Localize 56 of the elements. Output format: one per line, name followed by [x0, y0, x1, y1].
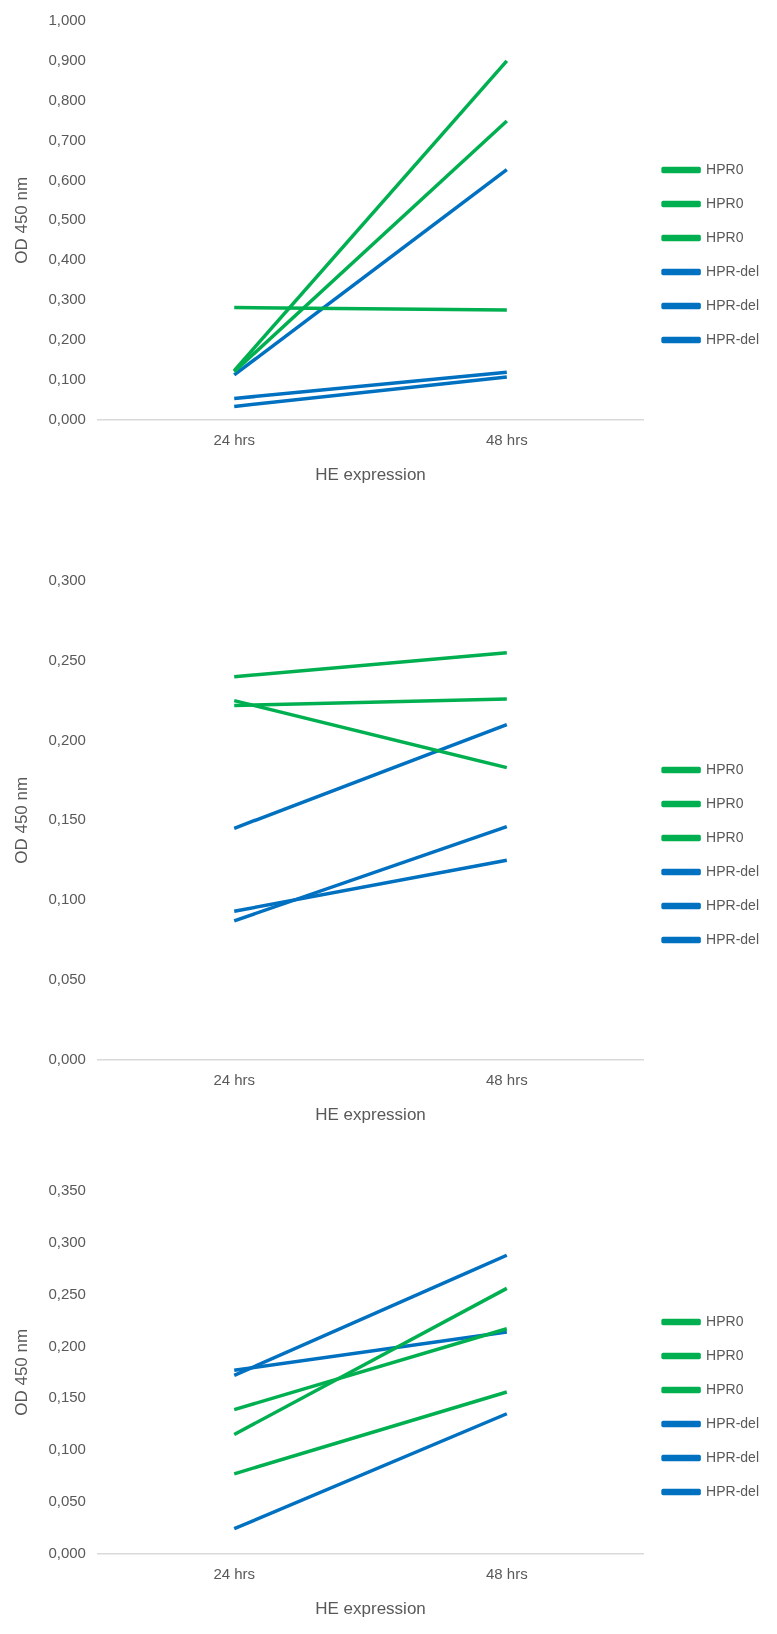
- y-tick-label: 0,100: [48, 369, 86, 387]
- y-tick-label: 0,400: [48, 250, 86, 268]
- y-tick-label: 0,700: [48, 130, 86, 148]
- y-tick-label: 0,200: [48, 330, 86, 348]
- y-tick-label: 0,200: [48, 730, 86, 748]
- y-tick-label: 0,150: [48, 1388, 86, 1406]
- y-tick-label: 0,500: [48, 210, 86, 228]
- y-tick-label: 1,000: [48, 11, 86, 29]
- legend-label: HPR-del: [706, 862, 759, 879]
- legend-label: HPR0: [706, 1380, 744, 1397]
- y-tick-label: 0,300: [48, 571, 86, 589]
- legend-label: HPR0: [706, 794, 744, 811]
- y-axis-title: OD 450 nm: [11, 176, 31, 264]
- y-tick-label: 0,900: [48, 51, 86, 68]
- legend-label: HPR-del: [706, 262, 759, 279]
- y-tick-label: 0,000: [48, 1543, 86, 1561]
- x-tick-label: 24 hrs: [213, 430, 256, 448]
- legend-label: HPR0: [706, 194, 744, 211]
- legend-label: HPR-del: [706, 930, 759, 947]
- legend-label: HPR-del: [706, 896, 759, 913]
- legend-label: HPR0: [706, 160, 744, 177]
- legend-label: HPR0: [706, 228, 744, 245]
- legend-label: HPR0: [706, 760, 744, 777]
- y-axis-title: OD 450 nm: [11, 776, 31, 864]
- legend-label: HPR-del: [706, 1414, 759, 1431]
- y-tick-label: 0,050: [48, 1491, 86, 1509]
- legend-label: HPR-del: [706, 1448, 759, 1465]
- y-tick-label: 0,300: [48, 290, 86, 308]
- x-tick-label: 48 hrs: [485, 1070, 528, 1088]
- x-axis-title: HE expression: [315, 1599, 426, 1619]
- y-tick-label: 0,300: [48, 1232, 86, 1250]
- legend-label: HPR0: [706, 1346, 744, 1363]
- y-tick-label: 0,100: [48, 1440, 86, 1458]
- x-axis-title: HE expression: [315, 465, 426, 485]
- y-tick-label: 0,250: [48, 650, 86, 668]
- y-tick-label: 0,250: [48, 1284, 86, 1302]
- y-tick-label: 0,150: [48, 810, 86, 828]
- legend-label: HPR0: [706, 828, 744, 845]
- legend-label: HPR-del: [706, 1482, 759, 1499]
- y-tick-label: 0,800: [48, 90, 86, 108]
- y-tick-label: 0,200: [48, 1336, 86, 1354]
- y-tick-label: 0,100: [48, 890, 86, 908]
- y-tick-label: 0,350: [48, 1181, 86, 1199]
- x-tick-label: 24 hrs: [213, 1564, 256, 1582]
- y-tick-label: 0,050: [48, 969, 86, 987]
- legend-label: HPR-del: [706, 296, 759, 313]
- y-axis-title: OD 450 nm: [11, 1328, 31, 1416]
- x-tick-label: 24 hrs: [213, 1070, 256, 1088]
- x-tick-label: 48 hrs: [485, 1564, 528, 1582]
- y-tick-label: 0,600: [48, 170, 86, 188]
- y-tick-label: 0,000: [48, 1049, 86, 1067]
- x-tick-label: 48 hrs: [485, 430, 528, 448]
- legend-label: HPR0: [706, 1312, 744, 1329]
- x-axis-title: HE expression: [315, 1105, 426, 1125]
- y-tick-label: 0,000: [48, 409, 86, 427]
- legend-label: HPR-del: [706, 330, 759, 347]
